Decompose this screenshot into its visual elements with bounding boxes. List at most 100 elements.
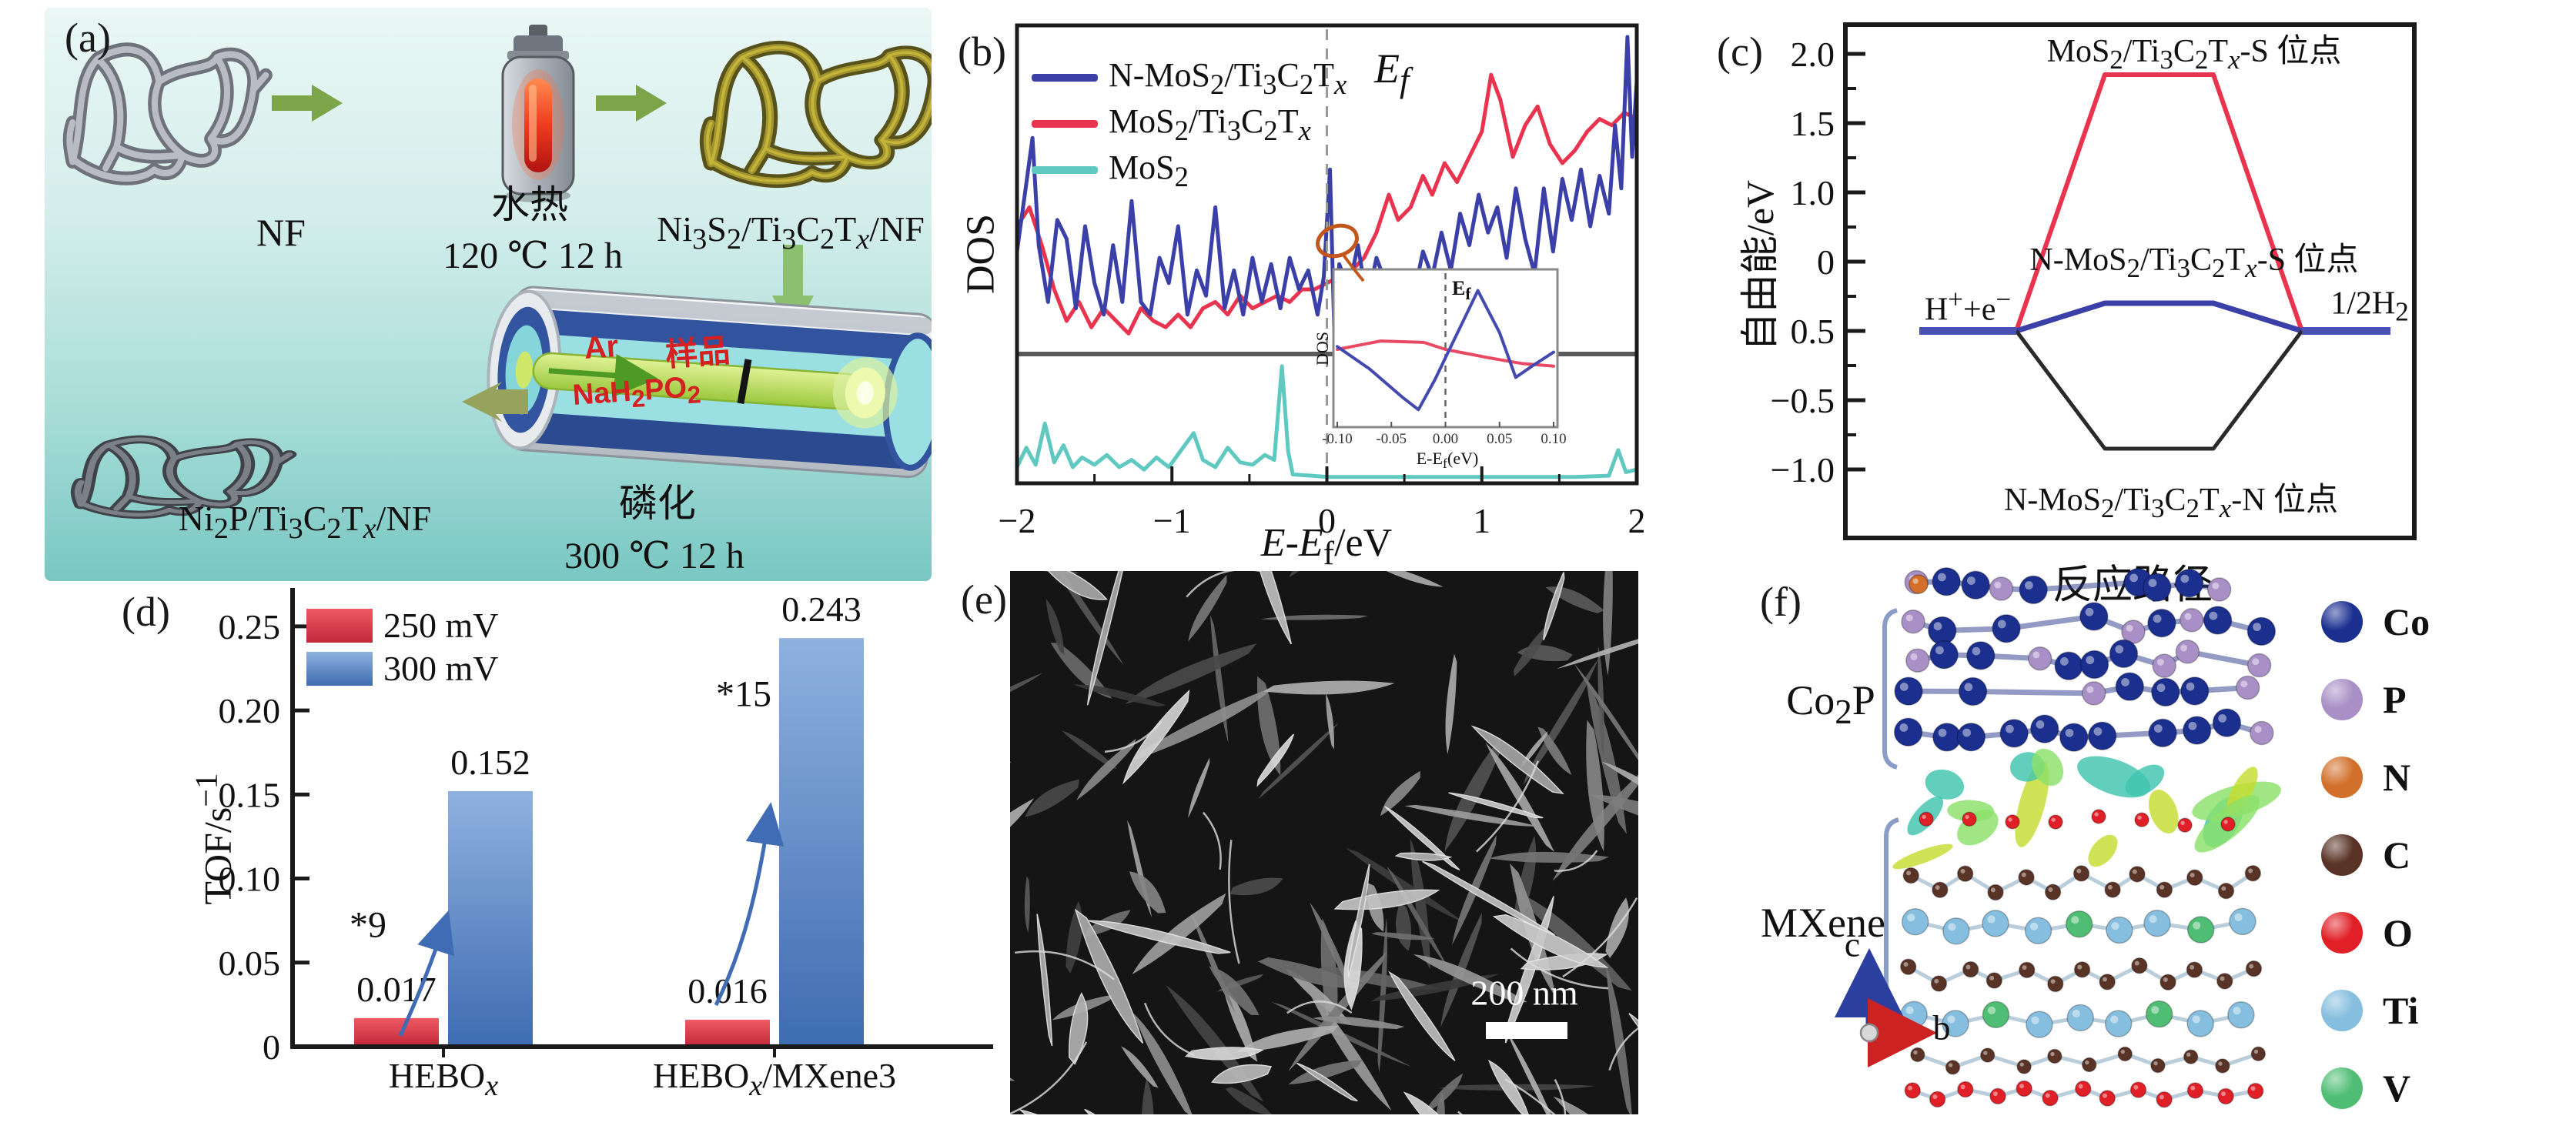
site-label-blue: N-MoS2/Ti3C2Tx-S 位点 [2029, 242, 2359, 284]
legend-swatch-red [306, 608, 373, 643]
atom-symbol: Co [2383, 600, 2430, 643]
atom-symbol: P [2383, 678, 2407, 721]
bars [354, 638, 864, 1047]
axis-b-label: b [1932, 1007, 1951, 1047]
legend-row-mos2-mxene: MoS2/Ti3C2Tx [1032, 102, 1311, 147]
inset-y-axis-title: DOS [1313, 331, 1332, 366]
legend-label: N-MoS2/Ti3C2Tx [1109, 56, 1347, 100]
ni3s2-foam-graphic [708, 48, 932, 182]
scalebar [1486, 1022, 1567, 1039]
tick-label: -0.10 [1322, 431, 1353, 447]
phosphidation-step-line1: 磷化 [619, 482, 696, 525]
legend-row-mos2: MoS2 [1032, 148, 1189, 193]
category-label-hebox: HEBOx [388, 1055, 499, 1103]
phosphidation-step-line2: 300 ℃ 12 h [564, 536, 744, 576]
tick-label: 0.00 [1433, 431, 1458, 447]
dos-x-axis-title: E-Ef/eV [1260, 520, 1393, 573]
tof-chart-canvas: 0.0170.1520.0160.24300.050.100.150.200.2… [219, 588, 993, 1067]
panel-b-dos-plot: −2 −1 0 1 2 -0.10 -0.05 0.00 0.05 0.10 (b) DOS Ef… [955, 8, 1721, 593]
legend-swatch-blue [306, 651, 373, 686]
tick-label: 0 [263, 1027, 280, 1067]
legend-line-red [1032, 120, 1098, 129]
bar-250 mV-HEBOx/MXene3 [685, 1020, 770, 1047]
atom-symbol: N [2383, 756, 2411, 799]
panel-e-sem-image: 200 nm [1010, 571, 1638, 1114]
nickel-foam-nf-graphic [69, 49, 266, 178]
tick-label: 0.15 [219, 775, 281, 814]
sem-bright-edges [1010, 571, 1638, 1114]
dos-inset: -0.10 -0.05 0.00 0.05 0.10 [1322, 268, 1567, 447]
mos2-dos-curve [1015, 364, 1639, 479]
panel-a-label: (a) [65, 15, 111, 61]
tick-label: 0 [1318, 501, 1336, 540]
panel-e-label: (e) [961, 576, 1007, 623]
legend-row-Co: Co [2321, 600, 2430, 644]
atom-swatch-C [2321, 834, 2363, 876]
product2-label: Ni2P/Ti3C2Tx/NF [178, 498, 432, 546]
tick-label: 0.05 [219, 944, 281, 983]
inset-blue-curve [1336, 289, 1555, 412]
tick-label: 0.10 [1541, 431, 1566, 447]
atom-symbol: Ti [2383, 989, 2419, 1032]
legend-line-blue [1032, 74, 1098, 82]
fermi-level-label: Ef [1374, 45, 1410, 99]
co2p-cluster [1893, 566, 2277, 752]
product1-label: Ni3S2/Ti3C2Tx/NF [657, 209, 925, 256]
hydrothermal-step-line2: 120 ℃ 12 h [443, 235, 623, 276]
mxene-region-label: MXene [1761, 900, 1885, 946]
legend-row-300mv: 300 mV [306, 648, 499, 689]
scalebar-label: 200 nm [1470, 973, 1578, 1013]
legend-row-n-mos2: N-MoS2/Ti3C2Tx [1032, 55, 1347, 101]
plot-border [1843, 22, 2417, 540]
legend-row-O: O [2321, 910, 2430, 955]
carbon-row-2 [1899, 957, 2263, 993]
argon-label: Ar [583, 329, 620, 366]
co2p-bracket [1882, 608, 1898, 770]
atom-swatch-Ti [2321, 990, 2363, 1031]
ti-row-2 [1900, 1000, 2255, 1038]
legend-label: MoS2 [1109, 149, 1189, 192]
tick-label: 0.243 [781, 590, 861, 629]
tube-furnace-graphic [487, 286, 932, 479]
panel-f-label: (f) [1760, 579, 1802, 625]
autoclave-icon [501, 25, 575, 202]
fold-annotation-15x: *15 [716, 673, 771, 715]
path-N-MoS2/Ti3C2Tx-S 位点 [2015, 300, 2303, 334]
legend-row-V: V [2321, 1066, 2430, 1111]
fold-annotation-9x: *9 [350, 904, 386, 946]
nf-label: NF [256, 211, 306, 254]
atom-symbol: O [2383, 911, 2413, 954]
process-arrow-2 [596, 85, 667, 122]
tick-label: −0.5 [1771, 381, 1835, 420]
path-N-MoS2/Ti3C2Tx-N 位点 [2015, 329, 2303, 451]
dos-chart-canvas: −2 −1 0 1 2 -0.10 -0.05 0.00 0.05 0.10 [999, 23, 1646, 540]
inset-fermi-label: Ef [1452, 277, 1471, 304]
charge-isosurface [1892, 748, 2281, 870]
inset-red-curve [1336, 339, 1555, 368]
tick-label: 2 [1628, 501, 1646, 540]
legend-line-teal [1032, 166, 1098, 175]
panel-b-label: (b) [958, 28, 1006, 75]
atom-symbol: C [2383, 833, 2411, 877]
tick-label: 0.20 [219, 691, 281, 730]
panel-c-label: (c) [1717, 28, 1763, 75]
atom-swatch-P [2321, 679, 2363, 720]
initial-state-label: H++e− [1924, 284, 2012, 328]
atom-swatch-N [2321, 757, 2363, 798]
legend-row-250mv: 250 mV [306, 605, 499, 646]
ti-row-1 [1901, 907, 2257, 945]
tick-label: −1 [1153, 501, 1191, 540]
tick-label: 0 [1817, 242, 1835, 282]
hydrothermal-step-line1: 水热 [491, 183, 568, 226]
tick-label: 1.5 [1791, 104, 1835, 143]
carbon-row-1 [1902, 864, 2262, 901]
mxene-bracket [1884, 817, 1899, 1045]
tick-label: 0.25 [219, 607, 281, 646]
co2p-region-label: Co2P [1786, 677, 1875, 731]
axis-c-label: c [1844, 924, 1861, 964]
x-axis-ticks: −2 −1 0 1 2 [999, 466, 1646, 540]
tick-label: -0.05 [1376, 431, 1407, 447]
bar-300 mV-HEBOx/MXene3 [779, 638, 864, 1047]
category-label-hebox-mxene3: HEBOx/MXene3 [653, 1055, 896, 1103]
